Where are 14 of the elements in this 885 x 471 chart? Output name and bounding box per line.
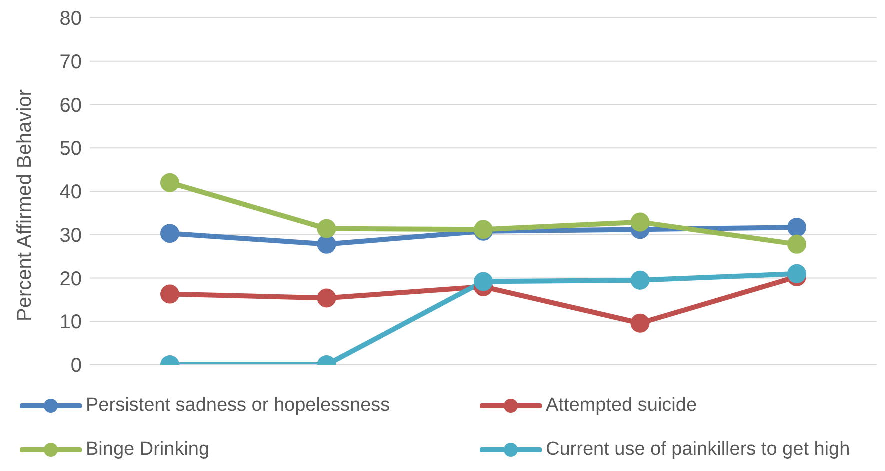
y-tick-label: 30 [60,224,82,247]
y-axis-title: Percent Affirmed Behavior [14,89,36,322]
legend-label: Current use of painkillers to get high [546,439,850,461]
legend-label: Binge Drinking [86,439,210,461]
y-tick-label: 50 [60,138,82,160]
y-tick-label: 80 [60,8,82,30]
y-tick-label: 70 [60,51,82,74]
legend-label: Persistent sadness or hopelessness [86,395,390,417]
legend-label: Attempted suicide [546,395,698,417]
y-tick-label: 10 [60,312,82,334]
y-tick-label: 60 [60,94,82,117]
y-tick-label: 0 [70,355,82,378]
y-tick-label: 40 [60,182,82,204]
y-tick-label: 20 [60,268,82,290]
